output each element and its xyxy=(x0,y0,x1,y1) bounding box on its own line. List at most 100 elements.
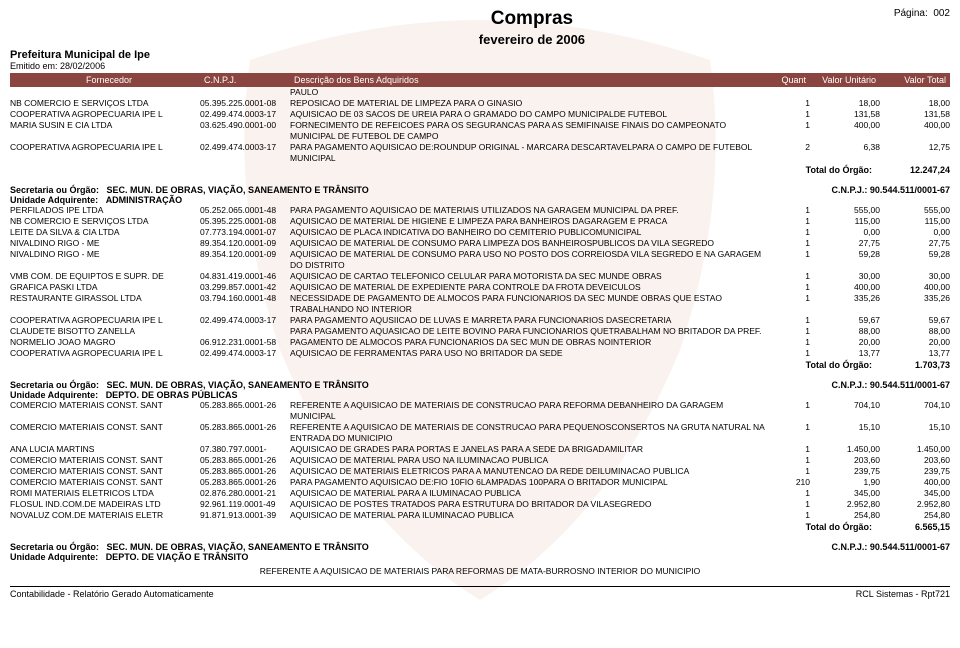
cell-quant: 1 xyxy=(770,238,810,249)
cell-unit: 131,58 xyxy=(810,109,880,120)
section-unidade: Unidade Adquirente: DEPTO. DE VIAÇÃO E T… xyxy=(10,552,950,562)
cell-descricao: AQUISICAO DE 03 SACOS DE UREIA PARA O GR… xyxy=(290,109,770,120)
table-row: NB COMERCIO E SERVIÇOS LTDA05.395.225.00… xyxy=(10,98,950,109)
cell-descricao: AQUISICAO DE MATERIAL PARA USO NA ILUMIN… xyxy=(290,455,770,466)
cell-unit: 0,00 xyxy=(810,227,880,238)
table-row: ROMI MATERIAIS ELETRICOS LTDA02.876.280.… xyxy=(10,488,950,499)
table-row: RESTAURANTE GIRASSOL LTDA03.794.160.0001… xyxy=(10,293,950,315)
cell-cnpj: 07.773.194.0001-07 xyxy=(200,227,290,238)
cell-cnpj: 03.794.160.0001-48 xyxy=(200,293,290,315)
cell-cnpj: 92.961.119.0001-49 xyxy=(200,499,290,510)
cell-cnpj: 05.283.865.0001-26 xyxy=(200,477,290,488)
cell-cnpj: 02.499.474.0003-17 xyxy=(200,348,290,359)
cell-cnpj: 91.871.913.0001-39 xyxy=(200,510,290,521)
cell-total: 239,75 xyxy=(880,466,950,477)
cell-quant: 1 xyxy=(770,499,810,510)
cell-unit: 1.450,00 xyxy=(810,444,880,455)
cell-cnpj xyxy=(200,326,290,337)
cell-unit: 15,10 xyxy=(810,422,880,444)
cell-quant: 1 xyxy=(770,227,810,238)
cell-quant: 1 xyxy=(770,282,810,293)
cell-descricao: AQUISICAO DE CARTAO TELEFONICO CELULAR P… xyxy=(290,271,770,282)
page-number: Página: 002 xyxy=(894,8,950,19)
total-label: Total do Órgão: xyxy=(752,521,880,534)
table-row: NB COMERCIO E SERVIÇOS LTDA05.395.225.00… xyxy=(10,216,950,227)
cell-descricao: AQUISICAO DE MATERIAL DE CONSUMO PARA US… xyxy=(290,249,770,271)
cell-descricao: AQUISICAO DE MATERIAL DE CONSUMO PARA LI… xyxy=(290,238,770,249)
table-row: COMERCIO MATERIAIS CONST. SANT05.283.865… xyxy=(10,422,950,444)
cell-fornecedor: GRAFICA PASKI LTDA xyxy=(10,282,200,293)
cell-quant: 1 xyxy=(770,466,810,477)
cell-fornecedor: COMERCIO MATERIAIS CONST. SANT xyxy=(10,400,200,422)
cell-quant: 210 xyxy=(770,477,810,488)
cell-cnpj: 05.395.225.0001-08 xyxy=(200,216,290,227)
cell-quant: 1 xyxy=(770,337,810,348)
cell-total: 704,10 xyxy=(880,400,950,422)
cell-quant: 2 xyxy=(770,142,810,164)
cell-quant: 1 xyxy=(770,109,810,120)
cell-fornecedor: COMERCIO MATERIAIS CONST. SANT xyxy=(10,466,200,477)
cell-quant: 1 xyxy=(770,249,810,271)
cell-quant: 1 xyxy=(770,205,810,216)
cell-quant: 1 xyxy=(770,98,810,109)
cell-unit: 20,00 xyxy=(810,337,880,348)
cell-quant: 1 xyxy=(770,348,810,359)
cell-cnpj: 89.354.120.0001-09 xyxy=(200,238,290,249)
emitido-block: Emitido em: 28/02/2006 xyxy=(10,61,950,71)
cell-unit: 115,00 xyxy=(810,216,880,227)
section-total-row: Total do Órgão:12.247,24 xyxy=(10,164,950,177)
table-row: COMERCIO MATERIAIS CONST. SANT05.283.865… xyxy=(10,477,950,488)
cell-fornecedor: NB COMERCIO E SERVIÇOS LTDA xyxy=(10,98,200,109)
cell-fornecedor: PERFILADOS IPE LTDA xyxy=(10,205,200,216)
cell-quant: 1 xyxy=(770,293,810,315)
cell-unit: 555,00 xyxy=(810,205,880,216)
cell-descricao: AQUISICAO DE POSTES TRATADOS PARA ESTRUT… xyxy=(290,499,770,510)
cell-descricao: REFERENTE A AQUISICAO DE MATERIAIS DE CO… xyxy=(290,422,770,444)
table-row: PAULO xyxy=(10,87,950,98)
cell-fornecedor: MARIA SUSIN E CIA LTDA xyxy=(10,120,200,142)
section-note: REFERENTE A AQUISICAO DE MATERIAIS PARA … xyxy=(10,566,950,576)
cell-unit: 345,00 xyxy=(810,488,880,499)
cell-quant: 1 xyxy=(770,400,810,422)
table-row: GRAFICA PASKI LTDA03.299.857.0001-42AQUI… xyxy=(10,282,950,293)
table-row: NORMELIO JOAO MAGRO06.912.231.0001-58PAG… xyxy=(10,337,950,348)
cell-total: 2.952,80 xyxy=(880,499,950,510)
cell-fornecedor: FLOSUL IND.COM.DE MADEIRAS LTD xyxy=(10,499,200,510)
table-row: NIVALDINO RIGO - ME89.354.120.0001-09AQU… xyxy=(10,249,950,271)
cell-cnpj xyxy=(200,87,290,98)
cell-descricao: PAGAMENTO DE ALMOCOS PARA FUNCIONARIOS D… xyxy=(290,337,770,348)
cell-unit: 1,90 xyxy=(810,477,880,488)
table-row: PERFILADOS IPE LTDA05.252.065.0001-48PAR… xyxy=(10,205,950,216)
cell-total: 59,67 xyxy=(880,315,950,326)
table-row: CLAUDETE BISOTTO ZANELLAPARA PAGAMENTO A… xyxy=(10,326,950,337)
cell-total: 203,60 xyxy=(880,455,950,466)
cell-unit: 704,10 xyxy=(810,400,880,422)
cell-total: 88,00 xyxy=(880,326,950,337)
cell-total: 555,00 xyxy=(880,205,950,216)
cell-descricao: NECESSIDADE DE PAGAMENTO DE ALMOCOS PARA… xyxy=(290,293,770,315)
cell-descricao: PARA PAGAMENTO AQUISICAO DE MATERIAIS UT… xyxy=(290,205,770,216)
cell-quant: 1 xyxy=(770,120,810,142)
col-total: Valor Total xyxy=(876,75,946,85)
cell-total: 27,75 xyxy=(880,238,950,249)
cell-descricao: PARA PAGAMENTO AQUISICAO DE:ROUNDUP ORIG… xyxy=(290,142,770,164)
report-title: Compras xyxy=(170,8,894,30)
cell-total: 18,00 xyxy=(880,98,950,109)
cell-fornecedor: ROMI MATERIAIS ELETRICOS LTDA xyxy=(10,488,200,499)
cell-cnpj: 02.499.474.0003-17 xyxy=(200,109,290,120)
cell-descricao: PARA PAGAMENTO AQUISICAO DE:FIO 10FIO 6L… xyxy=(290,477,770,488)
section-header: Secretaria ou Órgão: SEC. MUN. DE OBRAS,… xyxy=(10,380,950,390)
cell-total: 335,26 xyxy=(880,293,950,315)
cell-unit: 13,77 xyxy=(810,348,880,359)
cell-cnpj: 02.499.474.0003-17 xyxy=(200,315,290,326)
table-row: VMB COM. DE EQUIPTOS E SUPR. DE04.831.41… xyxy=(10,271,950,282)
col-quant: Quant xyxy=(766,75,806,85)
cell-unit: 239,75 xyxy=(810,466,880,477)
total-value: 6.565,15 xyxy=(880,521,950,534)
cell-fornecedor: ANA LUCIA MARTINS xyxy=(10,444,200,455)
section-total-row: Total do Órgão:6.565,15 xyxy=(10,521,950,534)
section-header: Secretaria ou Órgão: SEC. MUN. DE OBRAS,… xyxy=(10,185,950,195)
cell-total: 400,00 xyxy=(880,120,950,142)
cell-total: 12,75 xyxy=(880,142,950,164)
cell-fornecedor xyxy=(10,87,200,98)
